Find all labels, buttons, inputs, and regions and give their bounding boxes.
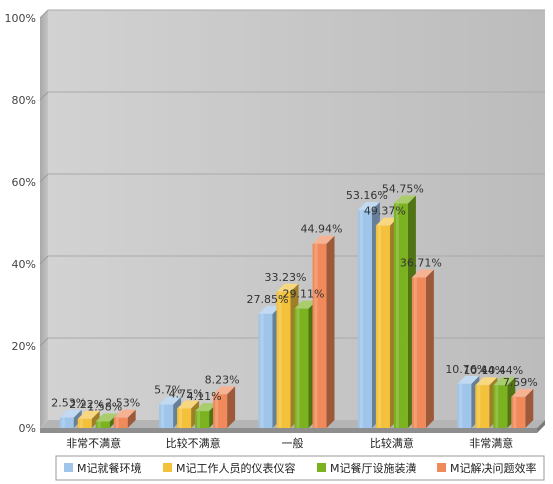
bar [59,409,82,428]
y-tick-label: 0% [19,422,36,435]
data-label: 44.94% [301,223,343,236]
y-tick-label: 60% [12,176,36,189]
y-tick-label: 80% [12,94,36,107]
data-label: 29.11% [283,288,325,301]
legend-label: M记工作人员的仪表仪容 [176,461,296,475]
side-wall [40,10,48,428]
data-label: 10.44% [463,364,505,377]
gridline-side [39,337,49,347]
gridline-side [39,255,49,265]
bar [357,202,380,428]
bar [213,386,236,428]
x-axis: 非常不满意 比较不满意 一般 比较满意 非常满意 [66,436,513,450]
floor-side [537,420,545,433]
bar [411,269,434,428]
data-label: 7.59% [503,376,538,389]
data-label: 53.16% [346,189,388,202]
bar [312,235,335,428]
data-label: 10.44% [481,364,523,377]
data-label: 4.75% [169,388,204,401]
data-label: 54.75% [382,183,424,196]
legend-label: M记餐厅设施装潢 [330,461,417,475]
y-tick-label: 20% [12,340,36,353]
legend-item: M记就餐环境 [64,461,142,475]
bar [511,388,534,428]
bars [59,195,534,428]
legend-swatch [64,463,73,472]
category-label: 非常不满意 [66,436,121,450]
gridline-side [39,173,49,183]
legend-item: M记解决问题效率 [437,461,537,475]
category-label: 比较不满意 [166,436,221,450]
y-tick-label: 100% [5,12,36,25]
data-label: 2.22% [69,398,104,411]
legend: M记就餐环境 M记工作人员的仪表仪容 M记餐厅设施装潢 M记解决问题效率 [55,455,545,481]
category-label: 非常满意 [469,436,513,450]
gridline-side [39,9,49,19]
legend-swatch [437,463,446,472]
legend-swatch [163,463,172,472]
legend-item: M记工作人员的仪表仪容 [163,461,296,475]
data-labels: 2.53%2.22%1.58%2.53% 5.7%4.75%4.11% 8.23% 2… [51,183,538,414]
data-label: 36.71% [400,256,442,269]
y-axis: 0% 20% 40% 60% 80% 100% [5,12,36,435]
legend-label: M记解决问题效率 [450,461,537,475]
data-label: 8.23% [205,373,240,386]
data-label: 4.11% [187,390,222,403]
floor-edge [40,428,537,433]
data-label: 2.53% [51,397,86,410]
data-label: 27.85% [247,293,289,306]
legend-item: M记餐厅设施装潢 [317,461,417,475]
legend-label: M记就餐环境 [77,461,142,475]
data-label: 1.58% [87,401,122,414]
legend-swatch [317,463,326,472]
data-label: 33.23% [265,271,307,284]
legend-box [55,455,545,481]
data-label: 10.76% [445,363,487,376]
data-label: 49.37% [364,205,406,218]
gridline-side [39,91,49,101]
data-label: 5.7% [154,384,182,397]
category-label: 比较满意 [370,436,414,450]
data-label: 2.53% [105,397,140,410]
bar [113,409,136,428]
category-label: 一般 [282,437,304,450]
bar [77,410,100,428]
y-tick-label: 40% [12,258,36,271]
